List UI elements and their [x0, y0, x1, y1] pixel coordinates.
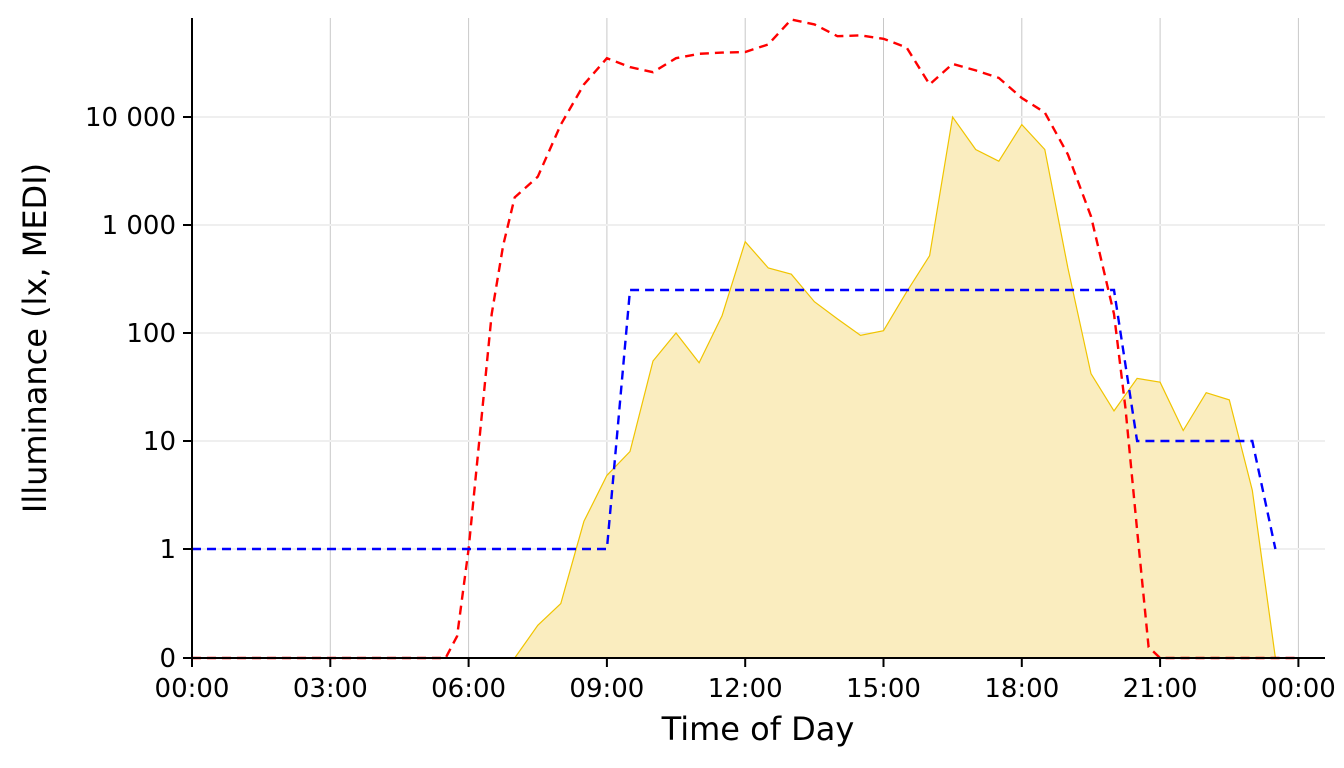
- x-tick-label: 03:00: [293, 674, 368, 704]
- x-tick-label: 00:00: [1261, 674, 1336, 704]
- series-area-line: [192, 115, 1287, 659]
- series-area-fill: [192, 117, 1287, 658]
- x-tick-label: 06:00: [431, 674, 506, 704]
- x-tick-label: 00:00: [155, 674, 230, 704]
- y-axis-title: Illuminance (lx, MEDI): [16, 163, 54, 513]
- y-tick-label: 10 000: [85, 103, 176, 133]
- x-axis-ticks: 00:00 03:00 06:00 09:00 12:00 15:00 18:00 21:00…: [155, 658, 1336, 704]
- x-axis-title: Time of Day: [661, 710, 855, 748]
- x-tick-label: 09:00: [569, 674, 644, 704]
- series-layer: [192, 18, 1299, 660]
- y-tick-label: 0: [159, 644, 176, 674]
- y-tick-label: 1 000: [102, 211, 176, 241]
- y-axis-ticks: 0 1 10 100 1 000 10 000: [85, 103, 192, 674]
- axes: [191, 18, 1325, 659]
- x-tick-label: 21:00: [1123, 674, 1198, 704]
- x-tick-label: 15:00: [846, 674, 921, 704]
- series-line-1: [192, 18, 1299, 660]
- y-tick-label: 1: [159, 535, 176, 565]
- y-tick-label: 100: [126, 319, 176, 349]
- x-tick-label: 18:00: [984, 674, 1059, 704]
- series-line-2: [192, 288, 1277, 551]
- y-tick-label: 10: [143, 427, 176, 457]
- x-tick-label: 12:00: [708, 674, 783, 704]
